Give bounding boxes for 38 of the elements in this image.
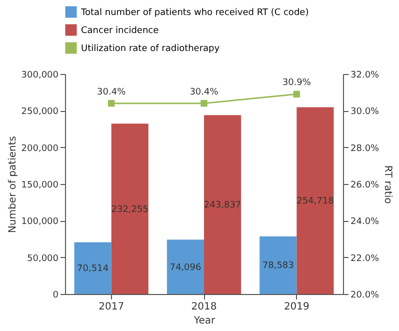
y-tick-label: 300,000	[21, 70, 59, 80]
bar	[111, 124, 148, 294]
x-tick-label: 2017	[98, 302, 124, 312]
data-label: 30.9%	[282, 78, 312, 88]
bar	[296, 107, 334, 294]
legend-label: Cancer incidence	[81, 26, 160, 36]
y-tick-label: 200,000	[21, 144, 59, 154]
y2-tick-label: 22.0%	[350, 254, 380, 264]
y2-tick-label: 24.0%	[350, 217, 380, 228]
legend-label: Total number of patients who received RT (C code)	[80, 8, 309, 18]
y-tick-label: 50,000	[27, 254, 59, 264]
y2-tick-label: 20.0%	[350, 290, 380, 300]
x-axis-title: Year	[192, 316, 216, 326]
bar	[260, 236, 297, 294]
y-tick-label: 150,000	[21, 180, 59, 190]
legend-label: Utilization rate of radiotherapy	[81, 44, 220, 54]
y2-tick-label: 28.0%	[350, 144, 380, 154]
y-tick-label: 250,000	[21, 107, 59, 118]
y2-axis-title: RT ratio	[382, 165, 394, 204]
y-tick-label: 0	[52, 290, 59, 300]
x-tick-label: 2019	[284, 302, 310, 312]
data-label: 232,255	[111, 204, 148, 215]
y2-tick-label: 30.0%	[350, 107, 380, 118]
data-label: 70,514	[77, 264, 109, 274]
bar	[166, 240, 204, 294]
y2-tick-label: 26.0%	[350, 180, 380, 190]
y-axis-title: Number of patients	[7, 136, 18, 233]
data-label: 243,837	[204, 200, 242, 211]
data-label: 78,583	[262, 261, 294, 272]
y-tick-label: 100,000	[21, 217, 59, 228]
bar	[204, 115, 242, 294]
y2-tick-label: 32.0%	[350, 70, 380, 80]
data-label: 30.4%	[97, 87, 126, 98]
bar	[74, 242, 112, 294]
data-label: 30.4%	[190, 87, 219, 98]
data-label: 74,096	[170, 262, 202, 273]
x-tick-label: 2018	[191, 302, 217, 312]
data-label: 254,718	[296, 196, 334, 207]
